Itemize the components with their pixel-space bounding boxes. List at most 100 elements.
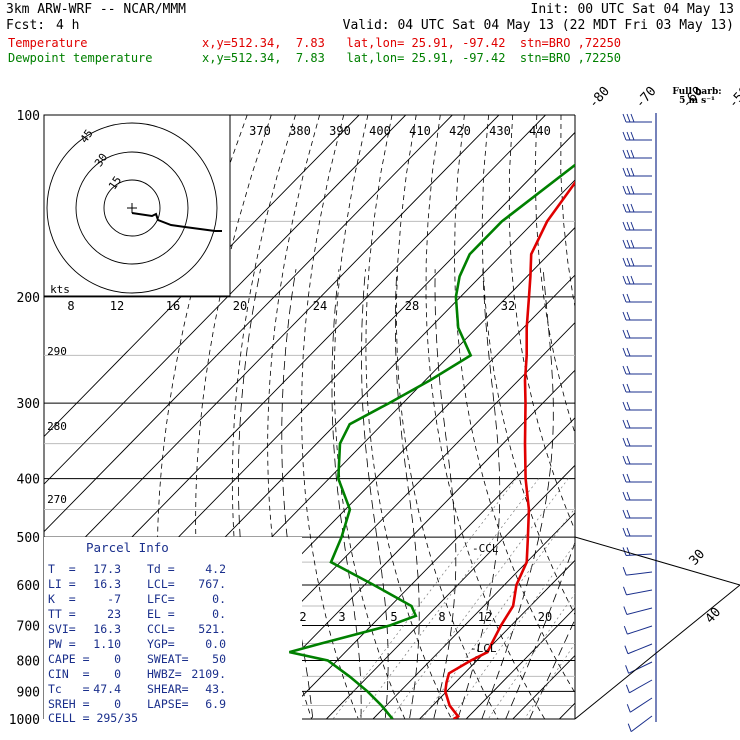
mixing-ratio-line: [332, 478, 517, 719]
parcel-info-cell: CAPE =: [48, 652, 90, 666]
wind-barb-feather: [626, 203, 631, 213]
wind-barb: [626, 589, 653, 596]
mixing-ratio-line: [390, 478, 569, 719]
dry-adiabat: [730, 115, 740, 719]
isotherm: [44, 115, 500, 580]
mixing-ratio-label: 2: [299, 610, 306, 624]
wind-barb-feather: [623, 606, 628, 615]
mixing-ratio-label: 5: [390, 610, 397, 624]
wind-barb-feather: [626, 329, 631, 339]
moist-adiabat: [481, 269, 554, 719]
hodo-speed-label: 24: [313, 299, 327, 313]
isotherm: [512, 654, 575, 719]
dry-adiabat: [454, 115, 575, 694]
parcel-info-cell: LAPSE=: [147, 697, 189, 711]
wind-barb-feather: [622, 239, 627, 249]
moist-adiabat: [529, 618, 575, 719]
parcel-info-cell: YGP=: [147, 637, 175, 651]
wind-barb-feather: [627, 723, 632, 732]
isotherm: [419, 559, 575, 719]
parcel-info-cell: 1.10: [93, 637, 121, 651]
wind-barb-feather: [626, 239, 631, 249]
isotherm: [44, 115, 360, 438]
isotherm-label-right: 30: [687, 547, 709, 569]
moist-adiabat: [433, 269, 457, 719]
wind-barb-feather: [625, 665, 630, 674]
wind-barb-feather: [626, 491, 631, 501]
parcel-info-cell: T =: [48, 562, 76, 576]
isotherm: [465, 607, 575, 719]
moist-adiabat: [457, 269, 501, 719]
wind-barb-feather: [622, 185, 627, 195]
parcel-info-cell: CIN =: [48, 667, 90, 681]
hodograph-ring-label: 30: [92, 151, 110, 169]
hodograph-ring: [46, 122, 218, 294]
dry-adiabat: [585, 115, 740, 719]
wind-barb-feather: [630, 275, 635, 285]
pressure-label-200: 200: [17, 291, 40, 306]
wind-barb: [629, 697, 653, 713]
parcel-info-cell: Tc =: [48, 682, 90, 696]
parcel-info-cell: 6.9: [205, 697, 226, 711]
isotherm: [279, 417, 575, 719]
parcel-info-cell: 767.: [198, 577, 226, 591]
isotherm-label-top: -80: [586, 84, 613, 111]
dry-adiabat: [333, 115, 406, 719]
wind-barb-feather: [626, 311, 631, 321]
parcel-info-cell: PW =: [48, 637, 76, 651]
wind-barb-feather: [630, 131, 635, 141]
theta-e-label: 370: [249, 124, 271, 138]
wind-barb-feather: [622, 509, 627, 519]
isotherm: [44, 115, 407, 485]
wind-barb-feather: [630, 221, 635, 231]
wind-barb: [630, 715, 653, 733]
parcel-info-cell: TT =: [48, 607, 76, 621]
dry-adiabat: [560, 115, 575, 309]
moist-adiabat: [331, 269, 362, 719]
wind-barb-note-line1: Full barb:: [672, 87, 722, 97]
dry-adiabat: [609, 115, 740, 719]
dry-adiabat: [425, 115, 546, 719]
dry-adiabat: [301, 115, 359, 719]
theta-e-label: 410: [409, 124, 431, 138]
wind-barb-feather: [622, 149, 627, 159]
wind-barb: [628, 661, 653, 674]
isotherm-label-right: 40: [703, 605, 725, 627]
parcel-info-cell: 521.: [198, 622, 226, 636]
wind-barb-note: Full barb: 5 m s⁻¹: [660, 88, 734, 106]
pressure-label-600: 600: [17, 579, 40, 594]
wind-barb-feather: [622, 275, 627, 285]
init-time: Init: 00 UTC Sat 04 May 13: [530, 2, 735, 17]
hodograph-units: kts: [50, 283, 70, 296]
dry-adiabat: [365, 115, 452, 719]
wind-barbs: [574, 113, 740, 733]
mixing-ratio-line: [524, 642, 575, 719]
mixing-ratio-grid: [332, 478, 575, 719]
wind-barb-feather: [622, 365, 627, 375]
wind-barb-feather: [622, 455, 627, 465]
wind-barb-feather: [626, 257, 631, 267]
parcel-info-cell: 50: [212, 652, 226, 666]
moist-adiabat: [505, 541, 575, 719]
parcel-info-cell: SHEAR=: [147, 682, 189, 696]
wind-barb-feather: [626, 113, 631, 123]
parcel-info-cell: 16.3: [93, 622, 121, 636]
theta-e-label: 420: [449, 124, 471, 138]
wind-barb-feather: [630, 149, 635, 159]
isotherm: [44, 115, 453, 533]
wind-barb-feather: [622, 347, 627, 357]
parcel-info-cell: 4.2: [205, 562, 226, 576]
pressure-label-700: 700: [17, 619, 40, 634]
isotherm: [372, 512, 575, 719]
theta-e-label: 380: [289, 124, 311, 138]
wind-barb: [629, 679, 653, 694]
theta-label: 290: [47, 345, 67, 358]
parcel-info-cell-motion: CELL = 295/35: [48, 711, 139, 725]
hodo-speed-label: 28: [405, 299, 419, 313]
mixing-ratio-label: 12: [478, 610, 492, 624]
mixing-ratio-line: [450, 543, 575, 719]
legend-dewpoint-name: Dewpoint temperature: [8, 51, 153, 65]
legend-temperature-info: x,y=512.34, 7.83 lat,lon= 25.91, -97.42 …: [202, 36, 622, 50]
parcel-info-cell: 2109.: [191, 667, 226, 681]
